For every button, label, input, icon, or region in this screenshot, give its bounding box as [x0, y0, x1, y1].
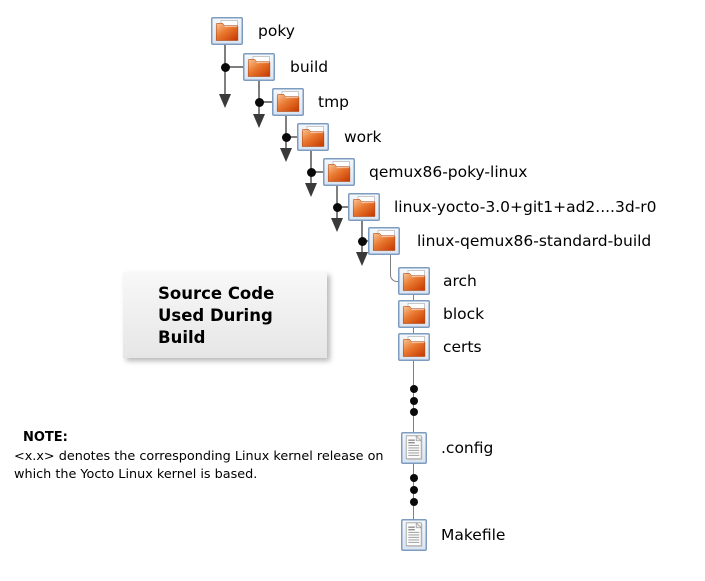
down-arrow-icon [253, 114, 265, 128]
down-arrow-icon [280, 148, 292, 162]
branch-dot-icon [220, 62, 230, 72]
folder-icon [348, 193, 380, 221]
connector-line [286, 136, 297, 138]
note-text-line: <x.x> denotes the corresponding Linux ke… [14, 449, 384, 464]
vertical-ellipsis-dot-icon [409, 408, 418, 416]
tree-node-label: .config [441, 439, 494, 457]
tree-node-label: block [443, 305, 485, 323]
document-icon [401, 432, 427, 464]
note-block: NOTE: <x.x> denotes the corresponding Li… [14, 429, 384, 484]
vertical-ellipsis-dot-icon [409, 498, 418, 506]
branch-dot-icon [332, 202, 342, 212]
vertical-ellipsis-dot-icon [409, 396, 418, 405]
folder-icon [272, 88, 304, 116]
document-icon [401, 519, 427, 551]
elbow-connector-line [390, 255, 399, 282]
connector-line [337, 206, 348, 208]
tree-node-label: Makefile [441, 526, 506, 544]
connector-line [285, 116, 287, 148]
down-arrow-icon [331, 218, 343, 232]
branch-dot-icon [306, 167, 316, 177]
folder-icon [243, 53, 275, 81]
down-arrow-icon [356, 252, 368, 266]
note-heading: NOTE: [23, 430, 68, 445]
folder-icon [297, 123, 329, 151]
connector-line [311, 171, 323, 173]
callout-line: Source Code [158, 284, 275, 303]
vertical-ellipsis-dot-icon [409, 385, 418, 393]
tree-node-label: qemux86-poky-linux [369, 163, 528, 181]
callout-line: Used During [158, 306, 273, 325]
callout-box: Source Code Used During Build [123, 272, 327, 358]
tree-node-label: linux-yocto-3.0+git1+ad2....3d-r0 [394, 198, 657, 216]
folder-icon [398, 300, 430, 328]
tree-node-label: work [344, 128, 382, 146]
folder-icon [323, 158, 355, 186]
branch-dot-icon [357, 236, 367, 246]
branch-dot-icon [281, 132, 291, 142]
folder-icon [211, 17, 243, 45]
note-text-line: which the Yocto Linux kernel is based. [14, 467, 258, 482]
branch-dot-icon [254, 97, 264, 107]
connector-line [259, 101, 272, 103]
tree-node-label: build [290, 58, 329, 76]
tree-node-label: certs [443, 338, 482, 356]
down-arrow-icon [305, 183, 317, 197]
tree-node-label: poky [258, 22, 295, 40]
folder-icon [368, 227, 400, 255]
connector-line [336, 186, 338, 218]
callout-line: Build [158, 328, 206, 347]
folder-icon [398, 267, 430, 295]
connector-line [310, 151, 312, 183]
down-arrow-icon [219, 94, 231, 108]
tree-node-label: linux-qemux86-standard-build [417, 232, 652, 250]
connector-line [225, 66, 243, 68]
folder-icon [398, 333, 430, 361]
vertical-ellipsis-dot-icon [409, 486, 418, 494]
tree-node-label: tmp [318, 93, 350, 111]
vertical-ellipsis-dot-icon [409, 474, 418, 482]
tree-node-label: arch [443, 272, 477, 290]
